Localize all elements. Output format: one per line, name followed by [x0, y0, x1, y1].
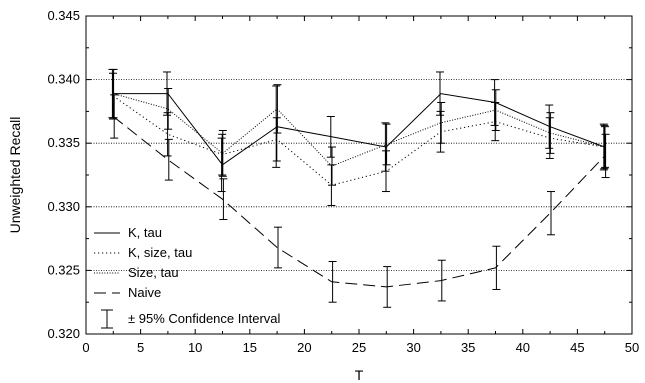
legend-label: K, tau	[128, 225, 162, 240]
x-axis: 0 5 10 15 20 25 30 35 40 45 50	[82, 16, 639, 355]
x-tick-label: 25	[352, 340, 366, 355]
plot-frame	[85, 15, 633, 335]
x-tick-label: 5	[137, 340, 144, 355]
x-tick-label: 15	[243, 340, 257, 355]
legend-label: Naive	[128, 285, 161, 300]
series-line	[113, 95, 605, 186]
y-tick-label: 0.325	[47, 262, 80, 277]
series-lines	[112, 93, 606, 288]
legend: K, tau K, size, tau Size, tau Naive ± 95% Co…	[94, 225, 281, 329]
x-tick-label: 40	[516, 340, 530, 355]
x-tick-label: 30	[406, 340, 420, 355]
series-line	[113, 93, 605, 167]
series-line	[112, 116, 606, 288]
series-line	[113, 93, 605, 166]
x-axis-title: T	[355, 367, 364, 383]
y-tick-label: 0.340	[47, 72, 80, 87]
y-axis-title: Unweighted Recall	[7, 117, 23, 234]
grid-lines	[86, 79, 632, 271]
legend-label: K, size, tau	[128, 245, 192, 260]
x-tick-label: 50	[625, 340, 639, 355]
legend-label: Size, tau	[128, 265, 179, 280]
y-tick-label: 0.320	[47, 326, 80, 341]
y-tick-label: 0.330	[47, 199, 80, 214]
y-axis: 0.320 0.325 0.330 0.335 0.340 0.345	[47, 8, 632, 341]
x-tick-label: 0	[82, 340, 89, 355]
x-tick-label: 10	[188, 340, 202, 355]
x-tick-label: 35	[461, 340, 475, 355]
legend-confidence-label: ± 95% Confidence Interval	[128, 311, 281, 326]
error-bars	[108, 68, 610, 308]
y-tick-label: 0.335	[47, 135, 80, 150]
y-tick-label: 0.345	[47, 8, 80, 23]
x-tick-label: 20	[297, 340, 311, 355]
x-tick-label: 45	[570, 340, 584, 355]
